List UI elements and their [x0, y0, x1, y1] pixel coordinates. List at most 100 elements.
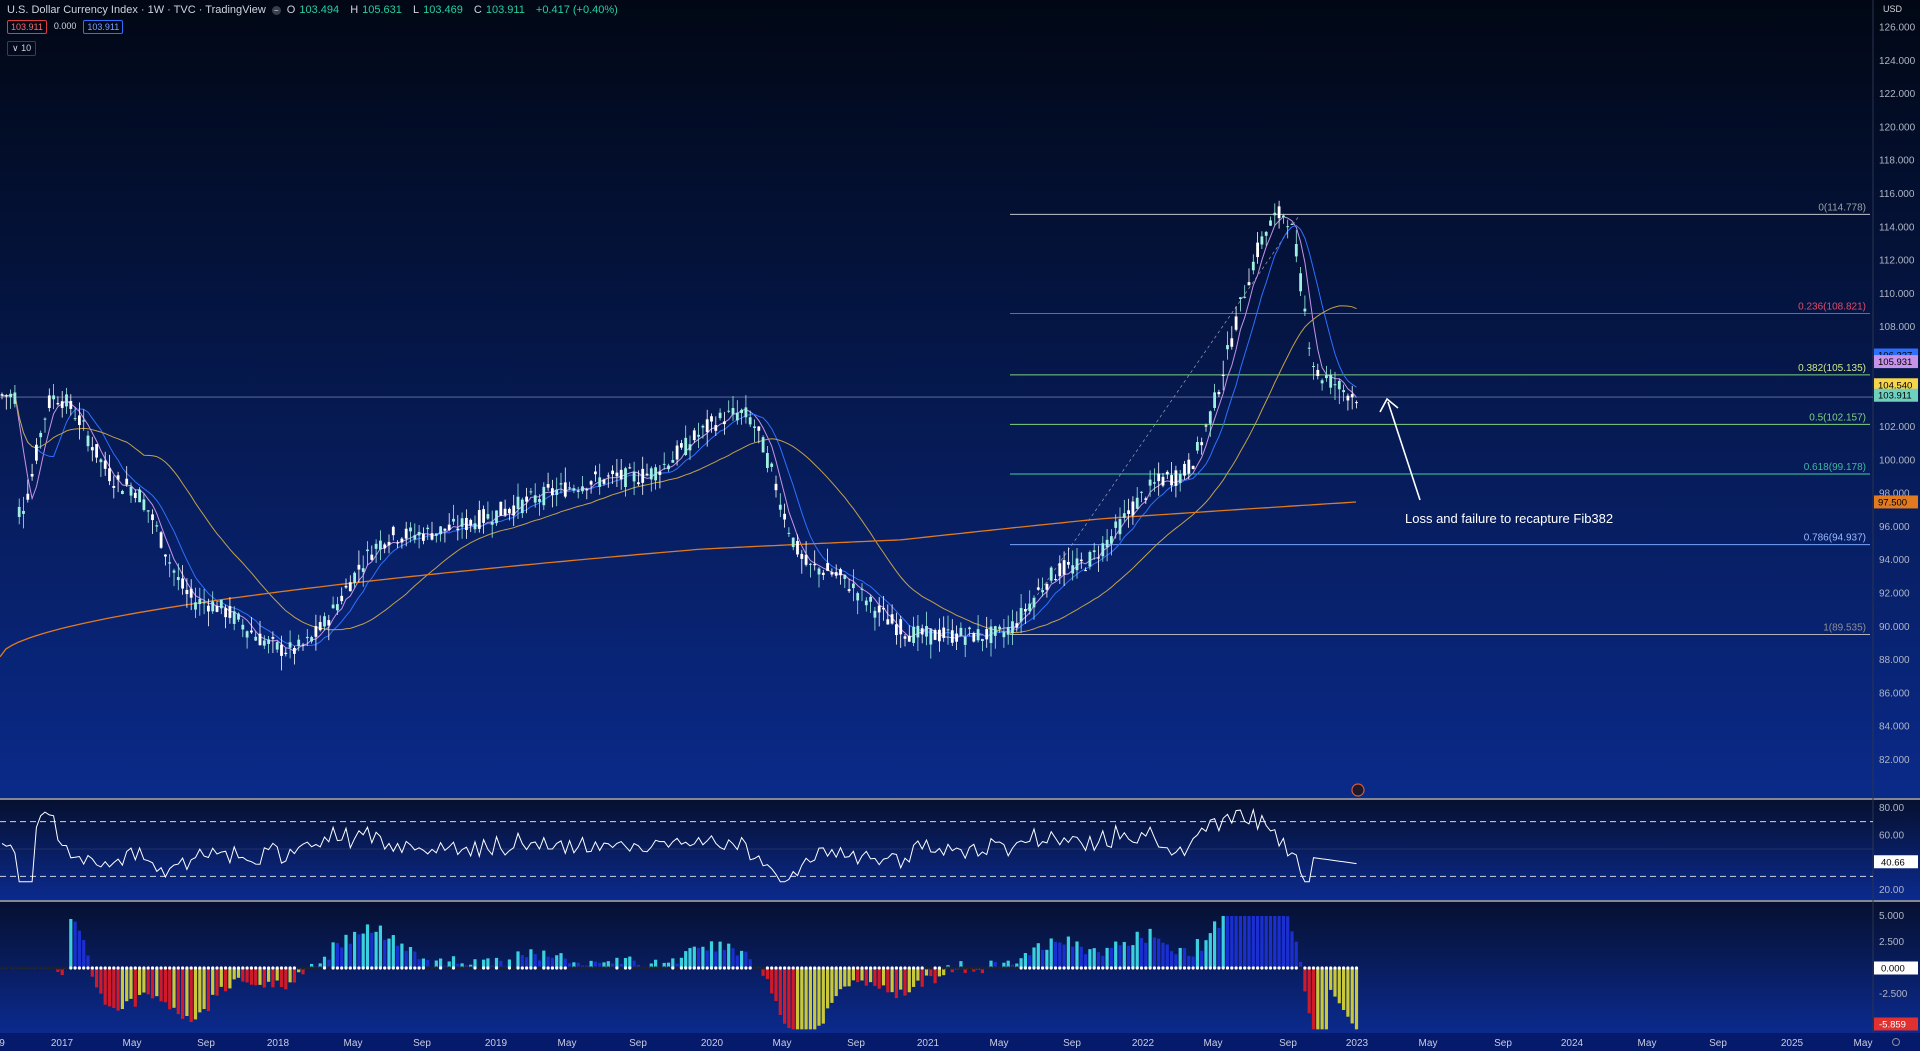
- momentum-bar: [813, 968, 817, 1030]
- y-tick-label: 102.000: [1879, 422, 1916, 433]
- momentum-zero-dot: [783, 966, 787, 970]
- ask-tag[interactable]: 103.911: [83, 20, 124, 34]
- momentum-zero-dot: [679, 966, 684, 970]
- more-icon[interactable]: –: [271, 5, 281, 15]
- momentum-zero-dot: [1092, 966, 1096, 970]
- momentum-bar: [834, 968, 838, 997]
- candle-body: [1316, 369, 1320, 377]
- candle-body: [933, 630, 937, 640]
- momentum-zero-dot: [623, 966, 628, 970]
- indicators-toggle[interactable]: ∨ 10: [7, 41, 37, 56]
- momentum-bar: [1122, 941, 1126, 968]
- y-tick-label: 100.000: [1879, 455, 1916, 466]
- momentum-zero-dot: [310, 966, 314, 970]
- momentum-bar: [671, 958, 675, 968]
- candle-body: [563, 482, 567, 497]
- x-tick-label: Sep: [413, 1038, 431, 1049]
- candle-body: [1221, 374, 1225, 377]
- candle-body: [1178, 473, 1182, 483]
- momentum-bar: [1354, 968, 1359, 1030]
- candle-body: [959, 627, 963, 636]
- bid-tag[interactable]: 103.911: [7, 20, 47, 34]
- time-axis-bg: [0, 1033, 1920, 1051]
- candle-body: [73, 418, 77, 420]
- momentum-zero-dot: [813, 966, 817, 970]
- candle-body: [9, 393, 12, 398]
- momentum-bar: [873, 968, 877, 986]
- momentum-zero-dot: [1062, 966, 1066, 970]
- momentum-zero-dot: [1174, 966, 1178, 970]
- candle-body: [1011, 621, 1014, 634]
- momentum-zero-dot: [559, 966, 563, 970]
- candle-body: [1148, 479, 1152, 486]
- x-tick-label: May: [990, 1038, 1009, 1049]
- momentum-bar: [555, 955, 559, 968]
- ohlc-low: L 103.469: [412, 4, 463, 16]
- momentum-bar: [1191, 956, 1195, 968]
- momentum-zero-dot: [761, 966, 765, 970]
- momentum-bar: [1277, 916, 1281, 968]
- candle-body: [1101, 543, 1105, 557]
- candle-body: [340, 595, 344, 602]
- momentum-zero-dot: [1350, 966, 1354, 970]
- momentum-zero-dot: [1023, 966, 1027, 970]
- y-tick-label: 82.000: [1879, 755, 1910, 766]
- y-tick-label: 112.000: [1879, 256, 1915, 267]
- momentum-zero-dot: [933, 966, 937, 970]
- spread-tag: 0.000: [53, 21, 77, 31]
- candle-body: [288, 642, 292, 648]
- momentum-zero-dot: [228, 966, 232, 970]
- momentum-bar: [95, 968, 99, 988]
- candle-body: [1307, 347, 1311, 349]
- x-tick-label: Sep: [1279, 1038, 1297, 1049]
- momentum-zero-dot: [658, 966, 662, 970]
- momentum-zero-dot: [709, 966, 714, 970]
- momentum-bar: [116, 968, 120, 1011]
- momentum-bar: [537, 960, 542, 968]
- momentum-zero-dot: [267, 966, 271, 970]
- momentum-zero-dot: [1109, 966, 1113, 970]
- momentum-bar: [1350, 968, 1354, 1024]
- candle-body: [69, 400, 73, 409]
- candle-body: [830, 572, 834, 575]
- momentum-zero-dot: [142, 966, 146, 970]
- momentum-bar: [649, 963, 653, 968]
- currency-label[interactable]: USD: [1882, 4, 1902, 14]
- momentum-zero-dot: [1225, 966, 1230, 970]
- momentum-bar: [516, 951, 520, 968]
- candle-body: [847, 589, 851, 592]
- main-pane-bg: [0, 0, 1920, 798]
- momentum-bar: [748, 959, 752, 968]
- x-tick-label: Sep: [1709, 1038, 1727, 1049]
- momentum-zero-dot: [654, 966, 658, 970]
- momentum-zero-dot: [671, 966, 675, 970]
- momentum-zero-dot: [90, 966, 94, 970]
- momentum-bar: [1320, 968, 1324, 1030]
- candle-body: [637, 482, 640, 485]
- momentum-zero-dot: [924, 966, 929, 970]
- candle-body: [1092, 550, 1096, 553]
- chart-title[interactable]: U.S. Dollar Currency Index · 1W · TVC · …: [7, 4, 266, 16]
- momentum-zero-dot: [378, 966, 382, 970]
- momentum-bar: [933, 968, 937, 984]
- momentum-zero-dot: [1316, 966, 1320, 970]
- momentum-zero-dot: [1079, 966, 1083, 970]
- y-tick-label: 98.000: [1879, 489, 1910, 500]
- candle-body: [714, 425, 718, 431]
- momentum-bar: [735, 955, 739, 968]
- momentum-bar: [838, 968, 843, 990]
- candle-body: [1337, 380, 1341, 390]
- momentum-zero-dot: [1307, 966, 1311, 970]
- candle-body: [404, 528, 408, 539]
- momentum-zero-dot: [890, 966, 894, 970]
- y-tick-label: 126.000: [1879, 23, 1916, 34]
- momentum-zero-dot: [155, 966, 159, 970]
- momentum-bar: [146, 968, 150, 995]
- candle-body: [1097, 557, 1100, 559]
- candle-body: [181, 578, 184, 589]
- candle-body: [52, 395, 55, 400]
- momentum-zero-dot: [576, 966, 580, 970]
- x-tick-label: 2023: [1346, 1038, 1369, 1049]
- momentum-bar: [606, 961, 610, 968]
